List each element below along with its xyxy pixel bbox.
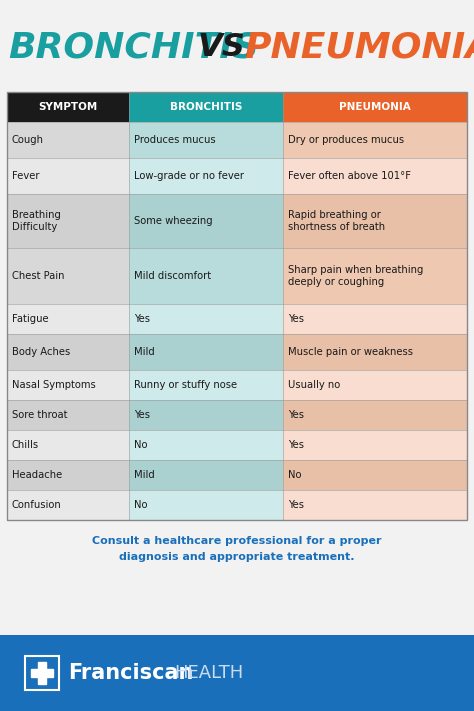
Bar bbox=[7, 400, 129, 430]
Bar bbox=[129, 460, 283, 490]
Bar bbox=[7, 92, 129, 122]
Bar bbox=[129, 248, 283, 304]
Text: Yes: Yes bbox=[288, 314, 304, 324]
Text: HEALTH: HEALTH bbox=[174, 664, 243, 682]
Text: Breathing
Difficulty: Breathing Difficulty bbox=[12, 210, 61, 232]
Text: Consult a healthcare professional for a proper: Consult a healthcare professional for a … bbox=[92, 536, 382, 546]
Bar bbox=[25, 656, 59, 690]
Text: Produces mucus: Produces mucus bbox=[134, 135, 216, 145]
Bar bbox=[283, 92, 467, 122]
Text: Sore throat: Sore throat bbox=[12, 410, 67, 420]
Text: No: No bbox=[288, 470, 301, 480]
Text: Some wheezing: Some wheezing bbox=[134, 216, 212, 226]
Text: Yes: Yes bbox=[288, 440, 304, 450]
Bar bbox=[283, 194, 467, 248]
Bar bbox=[129, 304, 283, 334]
Bar bbox=[283, 430, 467, 460]
Text: PNEUMONIA: PNEUMONIA bbox=[244, 31, 474, 65]
Bar bbox=[129, 194, 283, 248]
Bar bbox=[7, 248, 129, 304]
Text: BRONCHITIS: BRONCHITIS bbox=[8, 31, 259, 65]
Bar bbox=[283, 158, 467, 194]
Text: No: No bbox=[134, 500, 147, 510]
Text: Usually no: Usually no bbox=[288, 380, 340, 390]
Bar bbox=[283, 248, 467, 304]
Bar bbox=[7, 430, 129, 460]
Bar bbox=[7, 92, 467, 520]
Bar bbox=[283, 122, 467, 158]
Bar bbox=[283, 334, 467, 370]
Bar bbox=[129, 158, 283, 194]
Bar bbox=[129, 490, 283, 520]
Bar bbox=[129, 122, 283, 158]
Text: Fever: Fever bbox=[12, 171, 39, 181]
Text: Low-grade or no fever: Low-grade or no fever bbox=[134, 171, 244, 181]
Bar bbox=[7, 460, 129, 490]
Bar bbox=[7, 194, 129, 248]
Text: Yes: Yes bbox=[288, 500, 304, 510]
Text: Chills: Chills bbox=[12, 440, 39, 450]
Text: PNEUMONIA: PNEUMONIA bbox=[339, 102, 411, 112]
Bar bbox=[283, 400, 467, 430]
Bar bbox=[7, 304, 129, 334]
Bar bbox=[283, 304, 467, 334]
Bar bbox=[31, 669, 53, 677]
Text: Yes: Yes bbox=[134, 314, 150, 324]
Text: Headache: Headache bbox=[12, 470, 62, 480]
Text: Rapid breathing or
shortness of breath: Rapid breathing or shortness of breath bbox=[288, 210, 385, 232]
Text: Nasal Symptoms: Nasal Symptoms bbox=[12, 380, 96, 390]
Bar bbox=[7, 334, 129, 370]
Bar bbox=[283, 370, 467, 400]
Text: VS.: VS. bbox=[198, 33, 258, 63]
Text: Yes: Yes bbox=[134, 410, 150, 420]
Text: Fever often above 101°F: Fever often above 101°F bbox=[288, 171, 411, 181]
Text: Runny or stuffy nose: Runny or stuffy nose bbox=[134, 380, 237, 390]
Bar bbox=[7, 122, 129, 158]
Text: Cough: Cough bbox=[12, 135, 44, 145]
Text: Body Aches: Body Aches bbox=[12, 347, 70, 357]
Bar bbox=[129, 334, 283, 370]
Text: Sharp pain when breathing
deeply or coughing: Sharp pain when breathing deeply or coug… bbox=[288, 264, 423, 287]
Text: SYMPTOM: SYMPTOM bbox=[38, 102, 98, 112]
Bar bbox=[129, 370, 283, 400]
Text: Mild: Mild bbox=[134, 347, 155, 357]
Text: diagnosis and appropriate treatment.: diagnosis and appropriate treatment. bbox=[119, 552, 355, 562]
Bar bbox=[7, 158, 129, 194]
Bar bbox=[129, 92, 283, 122]
Bar bbox=[129, 400, 283, 430]
Bar bbox=[7, 490, 129, 520]
Text: Mild: Mild bbox=[134, 470, 155, 480]
Bar bbox=[7, 370, 129, 400]
Text: No: No bbox=[134, 440, 147, 450]
Text: Yes: Yes bbox=[288, 410, 304, 420]
Bar bbox=[0, 635, 474, 711]
Bar bbox=[283, 460, 467, 490]
Bar bbox=[283, 490, 467, 520]
Text: Franciscan: Franciscan bbox=[68, 663, 193, 683]
Text: Dry or produces mucus: Dry or produces mucus bbox=[288, 135, 404, 145]
Text: Fatigue: Fatigue bbox=[12, 314, 49, 324]
Text: Chest Pain: Chest Pain bbox=[12, 271, 64, 281]
Text: Muscle pain or weakness: Muscle pain or weakness bbox=[288, 347, 413, 357]
Bar bbox=[129, 430, 283, 460]
Text: Mild discomfort: Mild discomfort bbox=[134, 271, 211, 281]
Text: BRONCHITIS: BRONCHITIS bbox=[170, 102, 242, 112]
Bar bbox=[38, 662, 46, 684]
Text: Confusion: Confusion bbox=[12, 500, 62, 510]
